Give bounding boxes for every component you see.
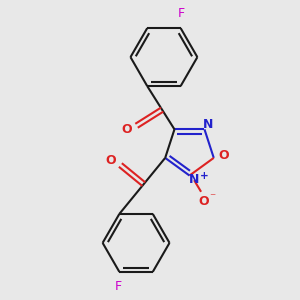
Text: +: + xyxy=(200,170,209,181)
Text: O: O xyxy=(121,123,132,136)
Text: O: O xyxy=(106,154,116,167)
Text: O: O xyxy=(219,149,229,162)
Text: N: N xyxy=(189,173,199,186)
Text: N: N xyxy=(203,118,213,131)
Text: ⁻: ⁻ xyxy=(210,191,216,204)
Text: F: F xyxy=(178,7,185,20)
Text: O: O xyxy=(198,195,209,208)
Text: F: F xyxy=(115,280,122,293)
